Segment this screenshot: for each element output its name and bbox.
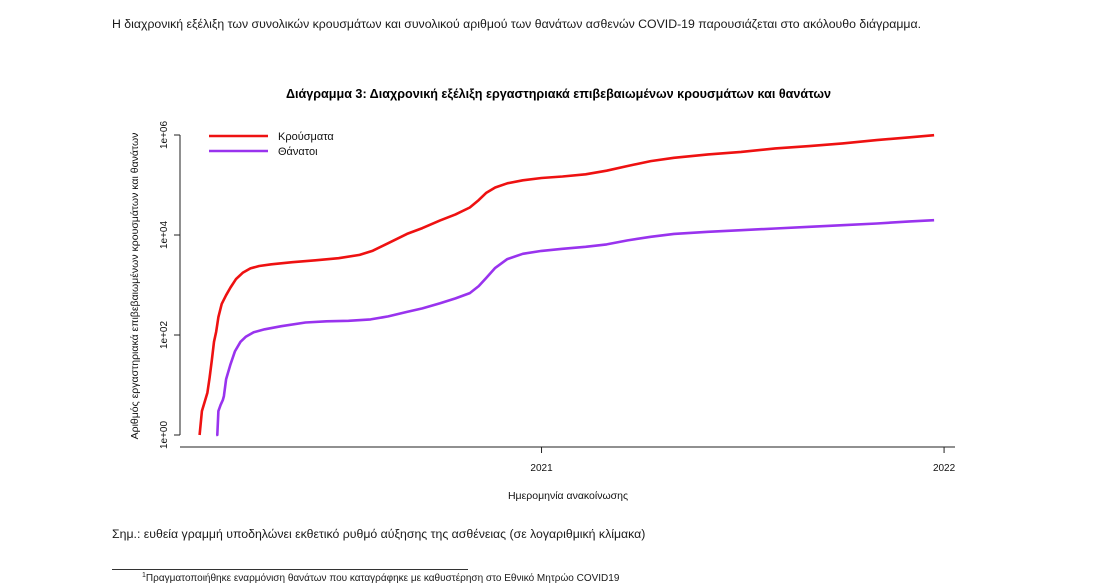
y-axis-title: Αριθμός εργαστηριακά επιβεβαιωμένων κρου… xyxy=(129,133,141,440)
y-tick-label: 1e+04 xyxy=(159,221,170,250)
y-tick-label: 1e+06 xyxy=(159,121,170,150)
series-line-cases xyxy=(198,133,935,436)
footnote-rule xyxy=(112,569,468,570)
chart-legend: Κρούσματα Θάνατοι xyxy=(209,131,334,158)
footnote-marker: 1 xyxy=(142,572,146,579)
chart-axes: 1e+00 1e+02 1e+04 1e+06 2021 2022 Ημερομηνία α… xyxy=(129,121,956,502)
series-line-deaths xyxy=(216,218,935,437)
intro-paragraph: Η διαχρονική εξέλιξη των συνολικών κρουσ… xyxy=(112,17,922,31)
footnote: 1Πραγματοποιήθηκε εναρμόνιση θανάτων που… xyxy=(142,572,619,584)
x-axis-title: Ημερομηνία ανακοίνωσης xyxy=(508,490,628,502)
chart: 1e+00 1e+02 1e+04 1e+06 2021 2022 Ημερομηνία α… xyxy=(129,121,956,502)
footnote-text: Πραγματοποιήθηκε εναρμόνιση θανάτων που … xyxy=(145,573,620,584)
x-tick-label: 2022 xyxy=(933,463,956,474)
y-tick-label: 1e+00 xyxy=(159,421,170,450)
chart-title: Διάγραμμα 3: Διαχρονική εξέλιξη εργαστηρ… xyxy=(285,87,832,101)
legend-label: Κρούσματα xyxy=(278,131,334,143)
chart-note: Σημ.: ευθεία γραμμή υποδηλώνει εκθετικό … xyxy=(112,527,646,541)
y-tick-label: 1e+02 xyxy=(159,321,170,350)
x-tick-label: 2021 xyxy=(530,463,553,474)
chart-series xyxy=(198,133,935,437)
legend-label: Θάνατοι xyxy=(278,146,318,158)
